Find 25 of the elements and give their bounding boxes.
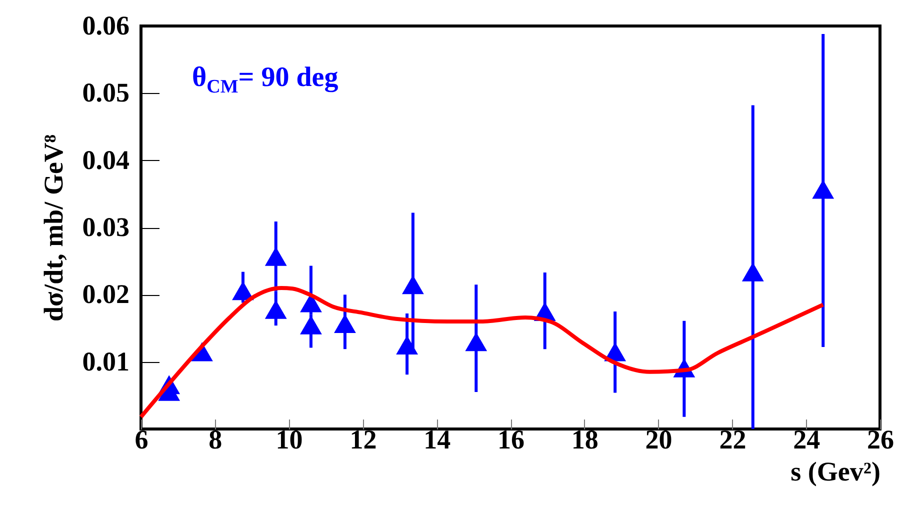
point [396,336,418,355]
x-tick-label: 24 [793,424,820,454]
point [402,275,424,294]
y-tick-label: 0.02 [82,279,130,310]
x-tick-label: 26 [867,424,894,454]
y-axis-title: dσ/dt, mb/ GeV⁸ [38,134,68,322]
y-tick-label: 0.05 [82,78,130,108]
point [812,180,834,199]
y-tick-label: 0.06 [82,10,130,40]
x-tick-label: 18 [571,424,598,454]
x-tick-label: 16 [498,424,524,454]
x-tick-label: 8 [208,424,222,454]
x-tick-label: 22 [719,424,746,454]
x-tick-label: 10 [276,424,303,454]
x-axis-title: s (Gev²) [790,456,880,486]
x-tick-label: 6 [134,424,148,454]
y-tick-label: 0.04 [82,144,130,175]
x-tick-label: 14 [424,424,451,454]
y-tick-label: 0.03 [82,212,130,242]
x-tick-label: 20 [645,424,672,454]
y-tick-label: 0.01 [82,346,130,376]
annotation: θ$_{CM}$= 90 deg [192,62,338,99]
point [334,314,356,334]
point [465,332,488,352]
x-tick-label: 12 [350,424,377,454]
